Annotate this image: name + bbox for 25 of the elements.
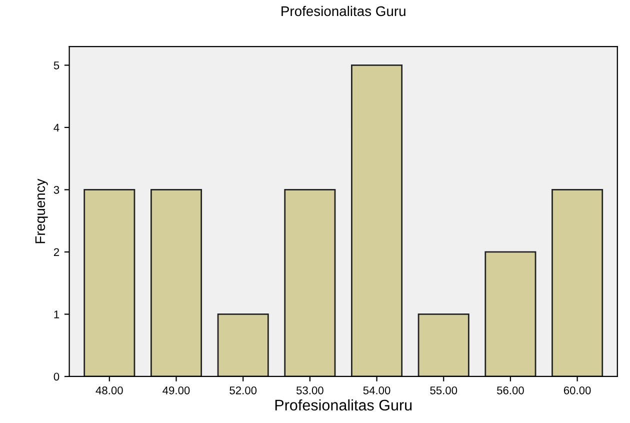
x-tick-label: 55.00: [430, 386, 458, 394]
bar: [351, 64, 403, 376]
x-tick-label: 48.00: [96, 386, 123, 394]
y-tick-label: 0: [54, 372, 60, 381]
y-tick-label: 3: [54, 186, 60, 194]
bar: [484, 251, 536, 376]
y-tick-label: 4: [54, 124, 60, 132]
x-tick-label: 54.00: [363, 386, 390, 394]
x-tick-label: 52.00: [230, 386, 257, 394]
bar: [84, 189, 136, 376]
x-tick-label: 49.00: [162, 386, 190, 394]
bar: [284, 189, 336, 376]
y-tick-label: 5: [54, 62, 60, 70]
y-axis-title: Frequency: [35, 178, 48, 244]
bar: [150, 189, 202, 376]
bar: [552, 189, 604, 376]
chart-title: Profesionalitas Guru: [282, 6, 406, 16]
bar: [418, 314, 470, 376]
x-tick-label: 53.00: [296, 386, 324, 394]
y-tick-label: 2: [54, 248, 60, 256]
x-tick-label: 60.00: [564, 386, 591, 394]
x-tick-label: 56.00: [496, 386, 524, 394]
y-tick-label: 1: [54, 310, 60, 318]
x-axis-title: Profesionalitas Guru: [275, 399, 412, 411]
bar: [217, 314, 269, 376]
